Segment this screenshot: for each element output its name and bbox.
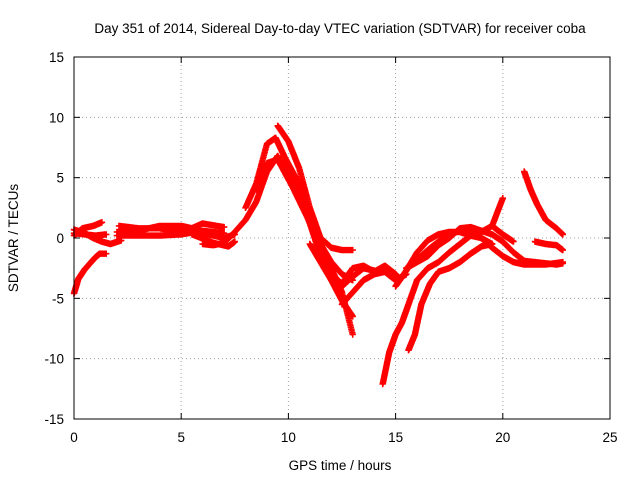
x-tick-label: 15 [388,430,403,445]
y-tick-label: -15 [44,412,64,427]
data-points [70,230,110,239]
y-tick-label: -5 [52,291,64,306]
chart-title: Day 351 of 2014, Sidereal Day-to-day VTE… [94,21,586,36]
series-track-d [70,230,110,239]
data-points [531,238,566,254]
axis-ticks: 0 5 10 15 20 25 -15 -10 -5 0 5 10 15 [44,50,617,445]
series-track-u [488,222,517,245]
data-points [328,262,404,288]
series-track-q [405,240,496,354]
data-points [113,220,228,236]
data-points [274,122,356,254]
series-track-a [70,250,110,297]
data-points [413,227,566,268]
series-track-k [253,156,356,284]
data-points [70,250,110,297]
series-track-t [413,227,566,268]
y-tick-label: -10 [44,352,64,367]
x-axis-label: GPS time / hours [289,458,392,473]
series-track-w [531,238,566,254]
data-points [521,168,566,238]
data-points [488,222,517,245]
y-tick-label: 15 [49,50,64,65]
y-tick-label: 5 [56,171,64,186]
x-tick-label: 25 [602,430,617,445]
data-points [253,156,356,284]
series-track-f [113,227,228,239]
y-tick-label: 0 [56,231,64,246]
x-tick-label: 10 [281,430,296,445]
x-tick-label: 0 [70,430,78,445]
series-track-l [274,122,356,254]
y-tick-label: 10 [49,110,64,125]
series-track-o [328,262,404,288]
plot-area [70,122,566,388]
series-track-v [521,168,566,238]
series-track-g [113,220,228,236]
x-tick-label: 20 [495,430,510,445]
data-points [113,227,228,239]
data-points [405,240,496,354]
x-tick-label: 5 [177,430,185,445]
y-axis-label: SDTVAR / TECUs [6,184,21,293]
